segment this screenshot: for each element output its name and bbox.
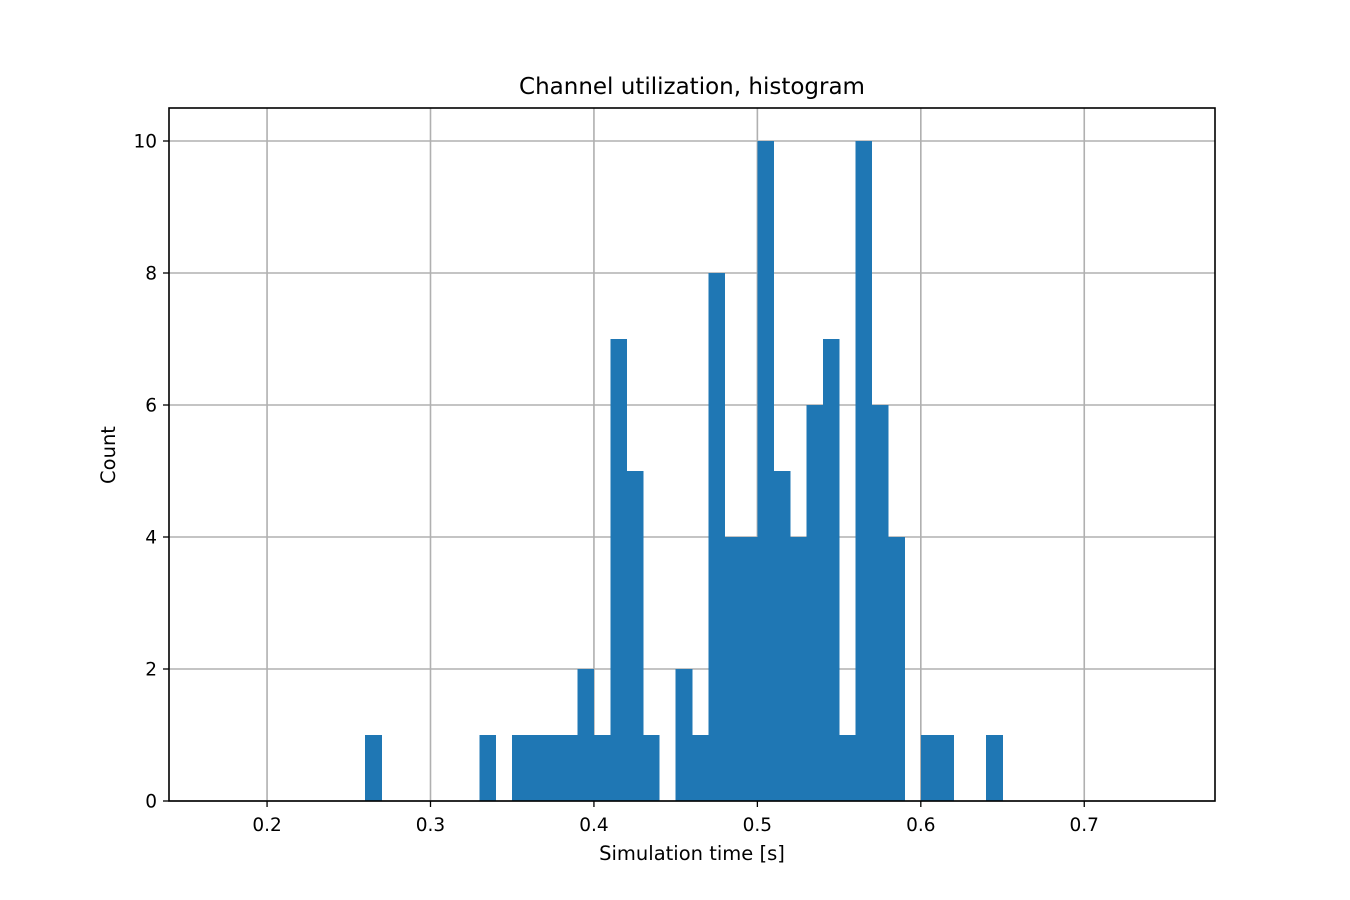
histogram-bar bbox=[871, 405, 889, 801]
histogram-bar bbox=[692, 735, 709, 801]
histogram-bar bbox=[724, 537, 742, 801]
histogram-bar bbox=[986, 735, 1003, 801]
histogram-bar bbox=[577, 669, 595, 801]
histogram-bar bbox=[741, 537, 758, 801]
y-tick-label: 2 bbox=[145, 660, 157, 681]
histogram-bar bbox=[839, 735, 856, 801]
histogram-bar bbox=[773, 471, 791, 801]
y-tick-label: 0 bbox=[145, 792, 157, 813]
plot-frame bbox=[168, 107, 1216, 802]
x-tick-label: 0.6 bbox=[906, 815, 935, 836]
histogram-bar bbox=[593, 735, 611, 801]
histogram-bar bbox=[937, 735, 954, 801]
y-tick-label: 6 bbox=[145, 396, 157, 417]
chart-title: Channel utilization, histogram bbox=[519, 74, 865, 100]
histogram-bar bbox=[888, 537, 905, 801]
histogram-bar bbox=[790, 537, 807, 801]
histogram-bar bbox=[561, 735, 578, 801]
y-tick-label: 4 bbox=[145, 528, 157, 549]
histogram-bar bbox=[822, 339, 840, 801]
histogram-bar bbox=[675, 669, 693, 801]
x-axis-label: Simulation time [s] bbox=[599, 842, 785, 865]
x-tick-label: 0.7 bbox=[1070, 815, 1099, 836]
histogram-bar bbox=[855, 141, 873, 801]
histogram-bars bbox=[365, 141, 1003, 801]
histogram-bar bbox=[642, 735, 660, 801]
histogram-bar bbox=[626, 471, 644, 801]
histogram-bar bbox=[544, 735, 562, 801]
x-tick-label: 0.3 bbox=[416, 815, 445, 836]
histogram-bar bbox=[365, 735, 382, 801]
y-axis-label: Count bbox=[97, 426, 120, 484]
histogram-bar bbox=[512, 735, 529, 801]
histogram-bar bbox=[757, 141, 775, 801]
x-tick-label: 0.4 bbox=[579, 815, 608, 836]
y-tick-label: 10 bbox=[133, 132, 157, 153]
histogram-bar bbox=[528, 735, 546, 801]
y-tick-label: 8 bbox=[145, 264, 157, 285]
histogram-bar bbox=[806, 405, 824, 801]
axis-ticks: 0.2 0.3 0.4 0.5 0.6 0.7 0 2 4 6 8 10 bbox=[133, 132, 1099, 837]
histogram-bar bbox=[920, 735, 938, 801]
histogram-bar bbox=[610, 339, 627, 801]
histogram-bar bbox=[479, 735, 497, 801]
histogram-bar bbox=[708, 273, 725, 801]
x-tick-label: 0.5 bbox=[743, 815, 772, 836]
x-tick-label: 0.2 bbox=[252, 815, 281, 836]
